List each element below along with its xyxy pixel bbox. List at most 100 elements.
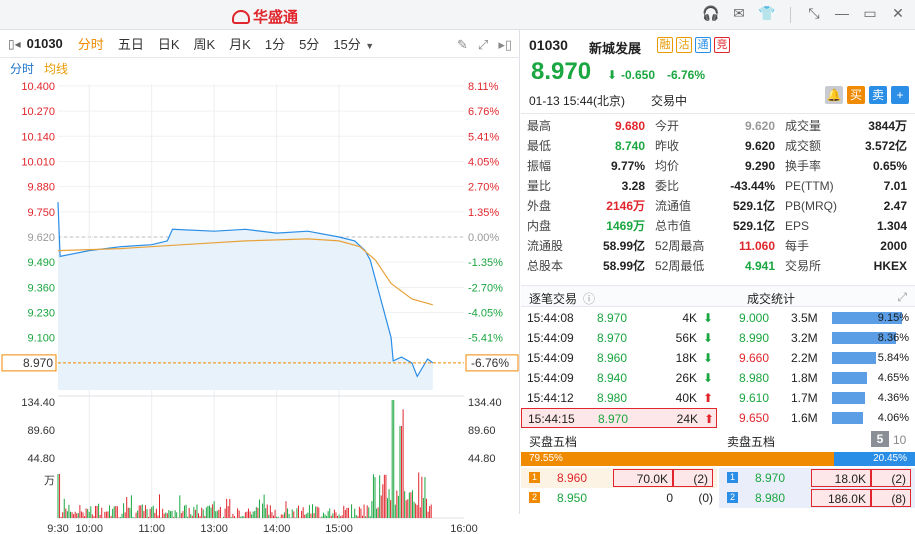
current-price: 8.970	[531, 58, 592, 85]
pct-tick: 4.05%	[468, 156, 499, 168]
trade-time: 15:44:09	[527, 351, 574, 365]
maximize-icon[interactable]: ▭	[863, 5, 877, 21]
stat-label: 52周最低	[655, 259, 705, 273]
stat-label: 流通值	[655, 199, 692, 213]
chevron-down-icon: ▼	[362, 41, 375, 51]
stat-row: 今开 9.620	[655, 116, 775, 136]
vstat-volume: 1.8M	[791, 371, 818, 385]
vstat-price: 9.650	[739, 411, 770, 425]
arrow-down-icon: ⬇	[703, 351, 714, 365]
pencil-icon[interactable]: ✎	[457, 37, 468, 52]
stat-value: 58.99亿	[602, 259, 645, 273]
trade-price: 8.980	[597, 391, 628, 405]
price-chart[interactable]: 10.400 8.11% 10.270 6.76% 10.140 5.41% 10.010 4…	[0, 78, 520, 534]
tab-intraday[interactable]: 分时	[77, 37, 104, 52]
add-watchlist-button[interactable]: +	[891, 86, 909, 104]
tab-daily-k[interactable]: 日K	[157, 37, 180, 52]
quote-panel: 01030 新城发展 融 沽 通 竞 8.970 ⬇ -0.650 -6.76%…	[521, 30, 915, 514]
stat-row: 最高 9.680	[527, 116, 645, 136]
level-5-button[interactable]: 5	[871, 431, 889, 447]
stat-row: 成交量 3844万	[785, 116, 907, 136]
tab-1min[interactable]: 1分	[264, 37, 286, 52]
price-area	[58, 202, 433, 390]
vstat-bar	[832, 392, 866, 404]
chart-subtabs: 分时 均线	[0, 58, 520, 78]
close-icon[interactable]: ✕	[892, 5, 904, 21]
pct-tick: 6.76%	[468, 106, 499, 118]
brand-logo-icon	[232, 10, 250, 24]
bid-level: 2	[529, 492, 540, 503]
vstat-bar	[832, 332, 896, 344]
volume-tick: 万	[44, 475, 55, 487]
stat-value: 3.572亿	[864, 139, 907, 153]
help-icon[interactable]: ⓘ	[583, 292, 596, 306]
trade-volume: 40K	[675, 391, 697, 405]
time-tick: 14:00	[263, 523, 291, 534]
trade-time: 15:44:15	[528, 412, 575, 426]
level-10-button[interactable]: 10	[893, 433, 907, 447]
sell-button[interactable]: 卖	[869, 86, 887, 104]
stock-name: 新城发展	[589, 41, 642, 56]
stat-value: 3.28	[621, 179, 645, 193]
stat-value: 9.290	[744, 159, 775, 173]
volume-stat-row: 9.610 1.7M 4.36%	[719, 388, 915, 408]
price-tick: 9.880	[27, 182, 55, 194]
tab-15min-label: 15分	[333, 37, 361, 52]
shirt-icon[interactable]: 👕	[758, 5, 776, 21]
headset-icon[interactable]: 🎧	[702, 5, 720, 21]
stat-label: 量比	[527, 179, 552, 193]
divider	[790, 7, 791, 23]
time-tick: 15:00	[325, 523, 353, 534]
vstat-pct: 9.15%	[877, 312, 909, 324]
stat-label: 总股本	[527, 259, 564, 273]
pct-tick: 2.70%	[468, 182, 499, 194]
vstat-price: 9.660	[739, 351, 770, 365]
ask-ratio: 20.45%	[873, 453, 907, 464]
volume-stat-row: 8.990 3.2M 8.36%	[719, 328, 915, 348]
tab-5day[interactable]: 五日	[117, 37, 144, 52]
stats-grid: 最高 9.680 最低 8.740 振幅 9.77% 量比 3.28 外盘 2146万 内盘 1469…	[521, 113, 915, 283]
panel-collapse-icon[interactable]: ▸▯	[498, 37, 512, 52]
vstat-pct: 4.65%	[877, 372, 909, 384]
tab-15min[interactable]: 15分 ▼	[326, 34, 381, 53]
stat-label: 52周最高	[655, 239, 705, 253]
bell-icon[interactable]: 🔔	[825, 86, 843, 104]
trade-volume: 24K	[676, 412, 698, 426]
stat-label: 总市值	[655, 219, 692, 233]
shrink-icon[interactable]: ⤡	[808, 5, 820, 21]
stat-value: 7.01	[883, 179, 907, 193]
stat-label: 昨收	[655, 139, 680, 153]
fullscreen-icon[interactable]: ⤢	[477, 37, 489, 52]
brand: 华盛通	[232, 6, 298, 27]
tab-monthly-k[interactable]: 月K	[229, 37, 251, 52]
trade-row: 15:44:08 8.970 4K ⬇	[521, 308, 717, 328]
price-change-pct: -6.76%	[667, 68, 706, 82]
minimize-icon[interactable]: —	[835, 5, 849, 21]
stat-row: 外盘 2146万	[527, 196, 645, 216]
bid-count: (0)	[698, 491, 713, 505]
price-tick: 9.490	[27, 257, 55, 269]
price-line	[57, 202, 434, 378]
stat-value: 9.680	[614, 119, 645, 133]
trades-list: 15:44:08 8.970 4K ⬇ 15:44:09 8.970 56K ⬇ 15:44:0…	[521, 308, 915, 428]
tab-weekly-k[interactable]: 周K	[193, 37, 216, 52]
trade-time: 15:44:08	[527, 311, 574, 325]
stat-row: 振幅 9.77%	[527, 156, 645, 176]
buy-button[interactable]: 买	[847, 86, 865, 104]
bid-level: 1	[529, 472, 540, 483]
trade-row: 15:44:15 8.970 24K ⬆	[521, 408, 717, 428]
subtab-average[interactable]: 均线	[44, 62, 69, 76]
arrow-down-icon: ⬇	[703, 371, 714, 385]
chart-stock-code: 01030	[26, 36, 63, 51]
tab-5min[interactable]: 5分	[299, 37, 320, 52]
stat-label: 今开	[655, 119, 680, 133]
stat-value: 8.740	[614, 139, 645, 153]
price-tick: 10.400	[21, 81, 55, 93]
ask-row: 2 8.980 186.0K (8)	[719, 488, 915, 508]
mail-icon[interactable]: ✉	[733, 5, 745, 21]
panel-toggle-icon[interactable]: ▯◂	[8, 36, 21, 51]
volume-stat-row: 9.000 3.5M 9.15%	[719, 308, 915, 328]
subtab-intraday[interactable]: 分时	[10, 62, 35, 76]
stock-code: 01030	[529, 37, 568, 53]
expand-icon[interactable]: ⤢	[897, 290, 907, 304]
